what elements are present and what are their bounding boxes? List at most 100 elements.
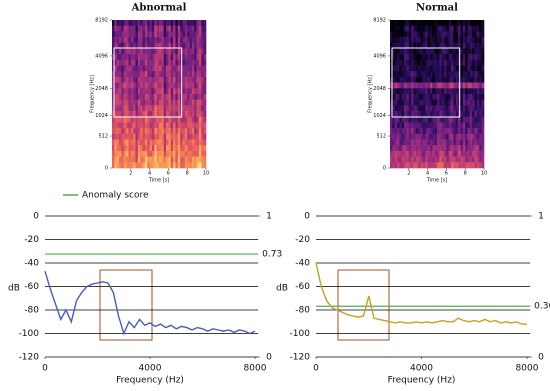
spectrogram-cell [453, 133, 457, 140]
spectrogram-cell [422, 116, 426, 123]
spectrogram-cell [121, 156, 125, 163]
spectrogram-cell [203, 48, 207, 55]
spectrogram-cell [114, 139, 117, 146]
spectrogram-cell [191, 139, 195, 146]
spectrogram-cell [404, 145, 407, 152]
spectrogram-cell [142, 59, 146, 66]
spectrogram-cell [175, 105, 179, 112]
spectrogram-cell [392, 54, 395, 61]
spectrogram-cell [133, 71, 136, 78]
spectrogram-cell [182, 37, 186, 44]
spectrogram-cell [142, 76, 146, 83]
spectrogram-cell [390, 122, 393, 129]
spectrogram-cell [187, 25, 190, 32]
spectrogram-cell [467, 128, 471, 135]
spectrogram-cell [432, 111, 435, 118]
spectrogram-cell [439, 59, 442, 66]
spectrogram-cell [413, 71, 417, 78]
spectrogram-cell [441, 48, 445, 55]
spectrogram-cell [411, 25, 414, 32]
spectrogram-cell [453, 156, 457, 163]
spectrogram-cell [479, 94, 482, 100]
spectrogram-cell [189, 82, 193, 89]
spectrogram-cell [432, 128, 435, 135]
y-tick-label: -60 [295, 282, 310, 292]
spectrogram-cell [467, 48, 471, 55]
spectrogram-cell [444, 99, 447, 106]
spectrogram-cell [411, 133, 414, 140]
spectrogram-cell [439, 42, 442, 49]
spectrogram-cell [140, 31, 143, 38]
spectrogram-cell [469, 59, 473, 66]
spectrogram-cell [455, 94, 459, 100]
spectrogram-cell [422, 105, 426, 112]
spectrogram-cell [191, 76, 195, 83]
spectrogram-cell [116, 20, 120, 26]
spectrogram-cell [187, 59, 190, 66]
spectrogram-cell [404, 37, 407, 44]
spectrogram-cell [175, 42, 179, 49]
spectrogram-cell [437, 54, 440, 61]
spectrogram-cell [458, 31, 461, 38]
spectrogram-cell [446, 25, 450, 32]
spectrogram-cell [432, 31, 435, 38]
spectrogram-cell [399, 156, 403, 163]
spectrogram-cell [390, 156, 393, 163]
spectrogram-cell [439, 71, 442, 78]
spectrogram-cell [154, 76, 157, 83]
spectrogram-cell [156, 99, 160, 106]
spectrogram-cell [126, 20, 129, 26]
spectrogram-cell [429, 116, 433, 123]
spectrogram-cell [432, 76, 435, 83]
spectrogram-cell [474, 156, 478, 163]
spectrogram-cell [140, 133, 143, 140]
spectrogram-cell [187, 162, 190, 169]
spectrogram-cell [184, 111, 188, 118]
spectrogram-cell [399, 20, 403, 26]
spectrogram-cell [437, 88, 440, 95]
spectrogram-cell [420, 31, 424, 38]
spectrogram-cell [123, 162, 127, 169]
spectrogram-cell [404, 88, 407, 95]
spectrogram-cell [175, 122, 179, 129]
spectrogram-cell [121, 37, 125, 44]
spectrogram-cell [112, 145, 115, 152]
spectrogram-cell [434, 54, 438, 61]
spectrogram-cell [390, 20, 393, 26]
spectrogram-cell [425, 48, 428, 55]
spectrogram-cell [411, 48, 414, 55]
spectrogram-cell [196, 122, 200, 129]
spectrogram-cell [161, 82, 164, 89]
spectrogram-cell [441, 99, 445, 106]
spectrogram-cell [479, 71, 482, 78]
spectrogram-cell [203, 122, 207, 129]
spectrogram-cell [432, 71, 435, 78]
spectrogram-cell [144, 20, 148, 26]
spectrogram-cell [114, 156, 117, 163]
spectrogram-cell [140, 94, 143, 100]
spectrogram-cell [189, 111, 193, 118]
spectrogram-cell [184, 122, 188, 129]
spectrogram-cell [429, 139, 433, 146]
spectrogram-cell [425, 25, 428, 32]
spectrogram-cell [191, 145, 195, 152]
spectrogram-cell [467, 25, 471, 32]
spectrogram-cell [163, 133, 167, 140]
spectrogram-cell [474, 82, 478, 89]
spectrogram-cell [196, 37, 200, 44]
spectrogram-cell [394, 99, 398, 106]
spectrogram-cell [455, 99, 459, 106]
spectrogram-cell [460, 54, 464, 61]
spectrogram-cell [472, 31, 475, 38]
spectrogram-cell [427, 122, 431, 129]
spectrogram-cell [418, 71, 421, 78]
spectrogram-cell [437, 162, 440, 169]
spectrogram-cell [390, 42, 393, 49]
spectrogram-cell [432, 150, 435, 157]
spectrogram-cell [116, 76, 120, 83]
spectrogram-cell [121, 88, 125, 95]
spectrogram-cell [429, 20, 433, 26]
spectrogram-cell [116, 128, 120, 135]
spectrogram-cell [390, 111, 393, 118]
spectrogram-cell [472, 99, 475, 106]
